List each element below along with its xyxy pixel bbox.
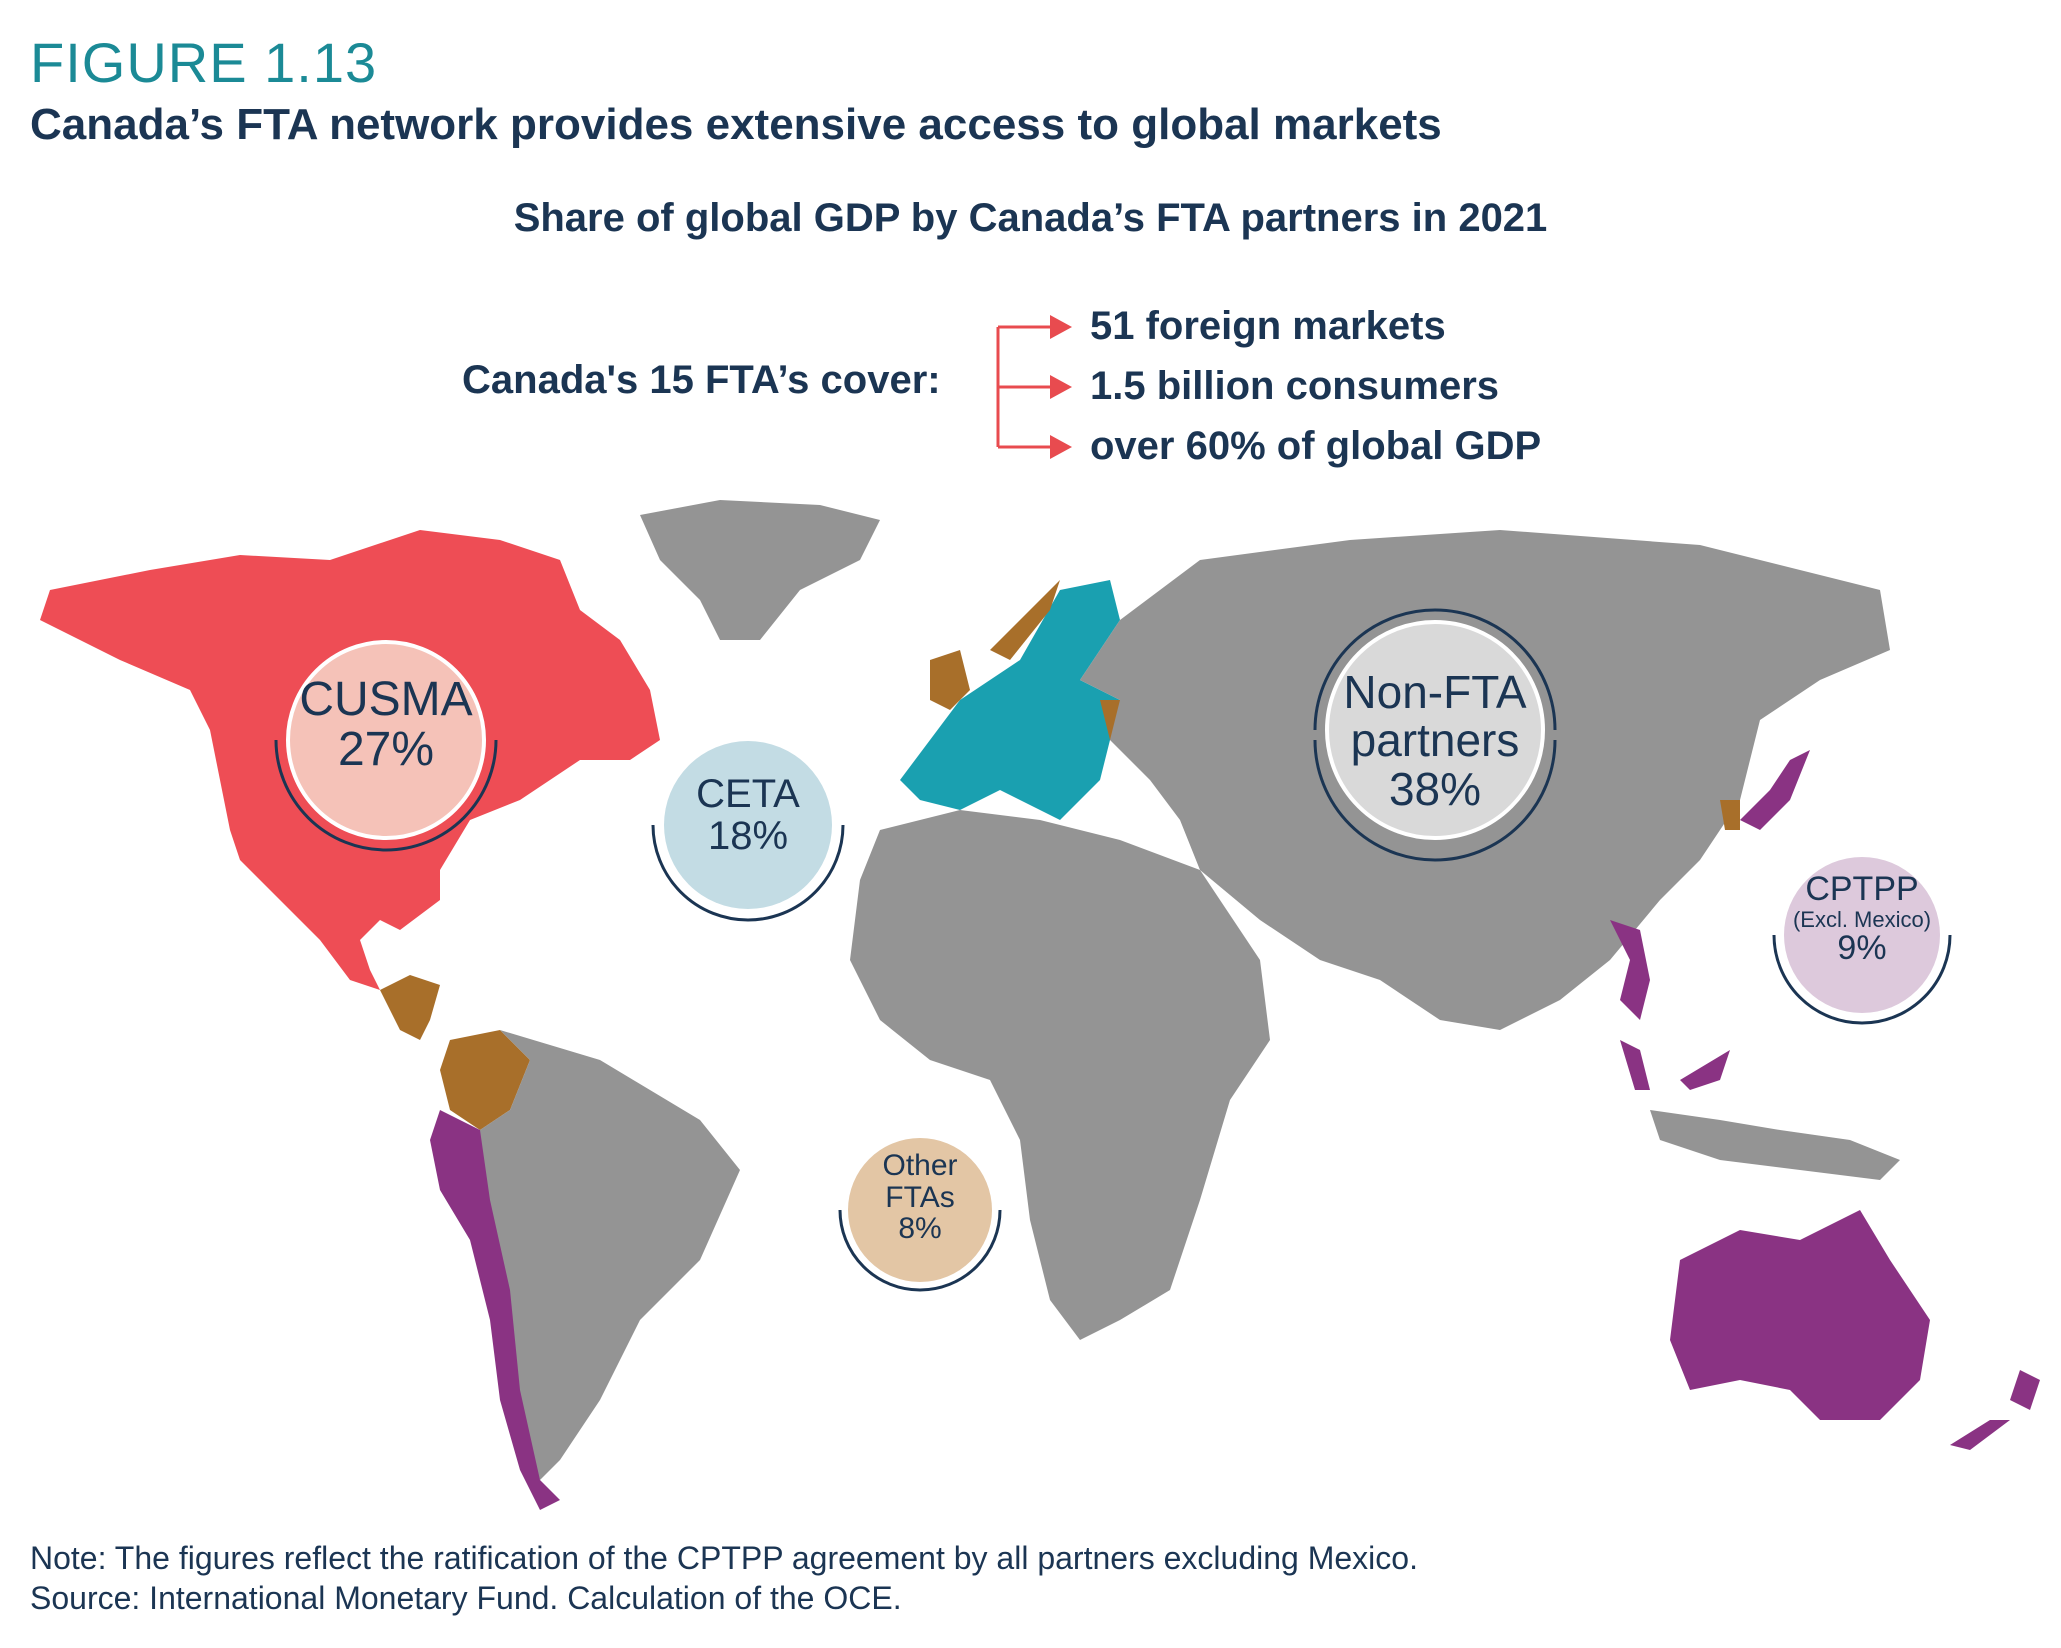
coverage-bracket-arrows bbox=[996, 315, 1072, 459]
region-greenland bbox=[640, 500, 880, 640]
cptpp-sub: (Excl. Mexico) bbox=[1792, 906, 1932, 932]
cptpp-name: CPTPP bbox=[1805, 870, 1919, 908]
region-central-america bbox=[380, 975, 440, 1040]
region-norway bbox=[990, 580, 1060, 660]
ceta-bubble-ring bbox=[651, 741, 845, 922]
footer-note: Note: The figures reflect the ratificati… bbox=[30, 1540, 1418, 1576]
region-japan bbox=[1740, 750, 1810, 830]
non-fta-name-2: partners bbox=[1350, 714, 1520, 767]
non-fta-bubble-label: Non-FTA partners 38% bbox=[1295, 668, 1575, 813]
ceta-name: CETA bbox=[696, 772, 800, 816]
cptpp-bubble-label: CPTPP (Excl. Mexico) 9% bbox=[1762, 870, 1962, 967]
region-africa bbox=[850, 810, 1270, 1340]
coverage-item-gdp: over 60% of global GDP bbox=[1090, 424, 1542, 468]
region-australia bbox=[1670, 1210, 1930, 1420]
region-maritime-asia bbox=[1650, 1110, 1900, 1180]
cusma-bubble-label: CUSMA 27% bbox=[256, 673, 516, 777]
region-south-korea bbox=[1720, 800, 1740, 830]
region-vietnam bbox=[1610, 920, 1650, 1020]
region-malaysia bbox=[1620, 1040, 1730, 1090]
region-europe-ceta bbox=[900, 580, 1120, 820]
cusma-bubble-ring bbox=[274, 640, 498, 852]
coverage-item-markets: 51 foreign markets bbox=[1090, 304, 1446, 348]
coverage-label: Canada's 15 FTA’s cover: bbox=[462, 358, 941, 402]
region-south-america-non-fta bbox=[470, 1030, 740, 1480]
non-fta-share: 38% bbox=[1388, 762, 1482, 815]
non-fta-name-1: Non-FTA bbox=[1343, 666, 1527, 718]
coverage-item-consumers: 1.5 billion consumers bbox=[1090, 364, 1500, 408]
cptpp-bubble-ring bbox=[1772, 857, 1952, 1025]
other-name-2: FTAs bbox=[885, 1180, 955, 1214]
cusma-share: 27% bbox=[337, 723, 435, 777]
cusma-name: CUSMA bbox=[299, 673, 473, 726]
other-share: 8% bbox=[898, 1212, 942, 1245]
region-uk bbox=[930, 650, 970, 710]
figure-label: FIGURE 1.13 bbox=[30, 31, 378, 94]
figure-subtitle: Share of global GDP by Canada’s FTA part… bbox=[513, 196, 1548, 240]
ceta-bubble-label: CETA 18% bbox=[638, 773, 858, 857]
other-bubble-ring bbox=[838, 1138, 1002, 1292]
other-bubble-label: Other FTAs 8% bbox=[830, 1150, 1010, 1245]
figure-title: Canada’s FTA network provides extensive … bbox=[30, 100, 1442, 149]
region-colombia bbox=[440, 1030, 530, 1130]
footer-source: Source: International Monetary Fund. Cal… bbox=[30, 1580, 902, 1616]
other-name-1: Other bbox=[882, 1149, 958, 1182]
cptpp-share: 9% bbox=[1837, 928, 1887, 967]
ceta-share: 18% bbox=[707, 814, 789, 858]
region-peru-chile bbox=[430, 1110, 560, 1510]
non-fta-bubble-ring bbox=[1313, 608, 1557, 862]
region-new-zealand bbox=[1950, 1370, 2040, 1450]
